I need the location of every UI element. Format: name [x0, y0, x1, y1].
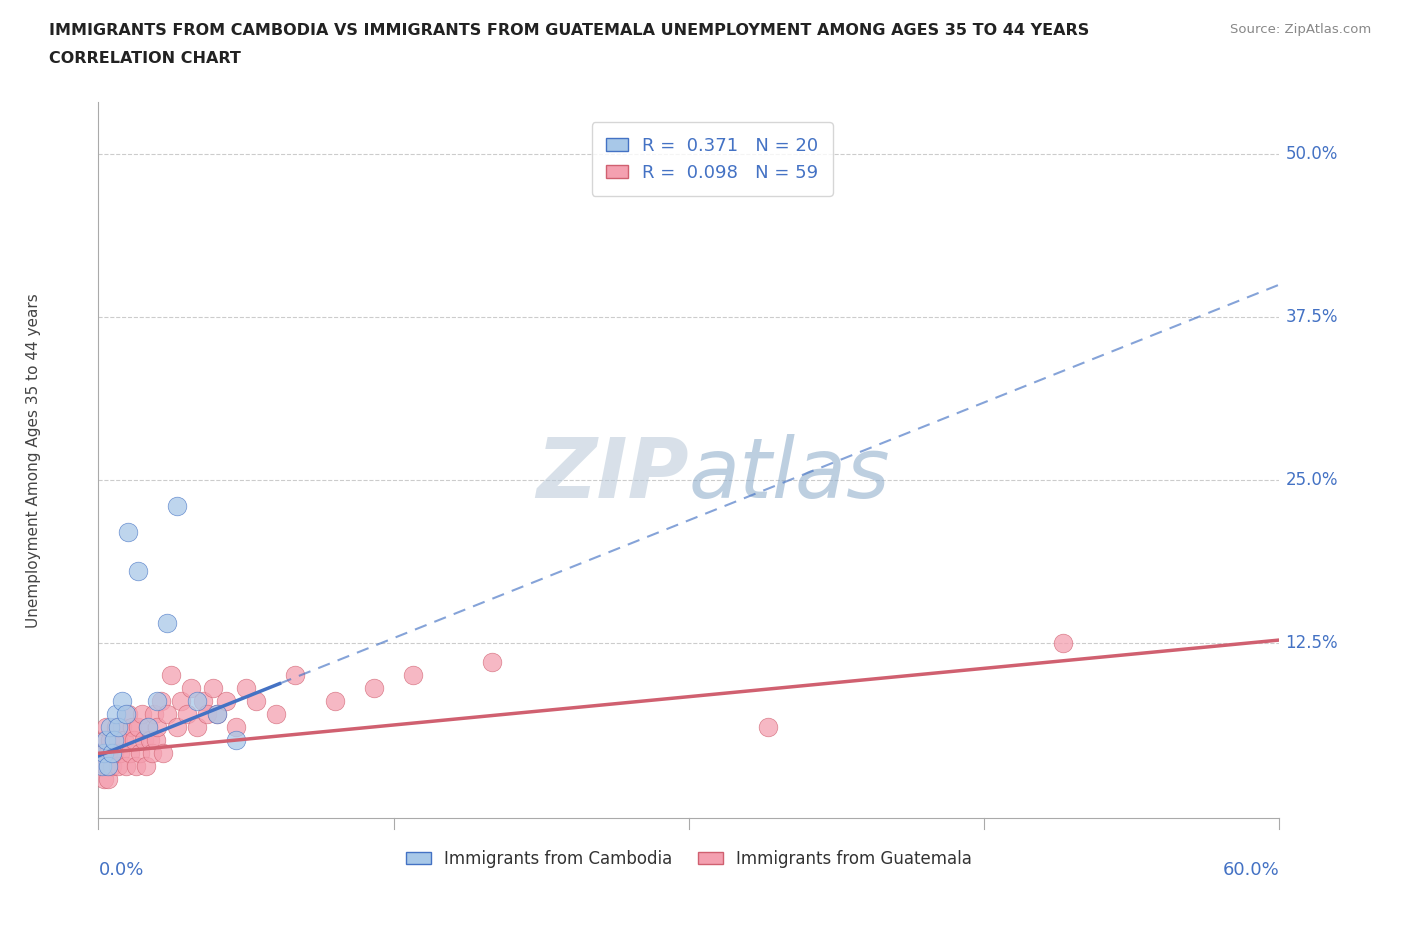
- Point: [284, 668, 307, 683]
- Point: [186, 720, 208, 735]
- Point: [98, 733, 121, 748]
- Point: [118, 746, 141, 761]
- Point: [115, 759, 138, 774]
- Point: [121, 720, 143, 735]
- Point: [205, 707, 228, 722]
- Point: [201, 681, 224, 696]
- Point: [225, 733, 247, 748]
- Point: [205, 707, 228, 722]
- Text: Unemployment Among Ages 35 to 44 years: Unemployment Among Ages 35 to 44 years: [25, 293, 41, 628]
- Point: [142, 707, 165, 722]
- Point: [245, 694, 267, 709]
- Text: 0.0%: 0.0%: [98, 861, 143, 880]
- Point: [160, 668, 183, 683]
- Point: [117, 707, 139, 722]
- Text: IMMIGRANTS FROM CAMBODIA VS IMMIGRANTS FROM GUATEMALA UNEMPLOYMENT AMONG AGES 35: IMMIGRANTS FROM CAMBODIA VS IMMIGRANTS F…: [49, 23, 1090, 38]
- Point: [107, 759, 129, 774]
- Point: [170, 694, 193, 709]
- Point: [166, 720, 188, 735]
- Point: [152, 746, 174, 761]
- Legend: Immigrants from Cambodia, Immigrants from Guatemala: Immigrants from Cambodia, Immigrants fro…: [399, 844, 979, 874]
- Point: [138, 733, 160, 748]
- Point: [97, 759, 120, 774]
- Point: [127, 720, 149, 735]
- Text: 25.0%: 25.0%: [1285, 471, 1339, 489]
- Point: [180, 681, 202, 696]
- Point: [481, 655, 503, 670]
- Text: 37.5%: 37.5%: [1285, 308, 1339, 326]
- Point: [98, 720, 121, 735]
- Text: 50.0%: 50.0%: [1285, 145, 1337, 164]
- Point: [97, 772, 120, 787]
- Point: [136, 720, 159, 735]
- Point: [117, 525, 139, 539]
- Point: [146, 694, 169, 709]
- Point: [402, 668, 425, 683]
- Text: Source: ZipAtlas.com: Source: ZipAtlas.com: [1230, 23, 1371, 36]
- Point: [131, 707, 153, 722]
- Point: [108, 746, 131, 761]
- Point: [103, 733, 125, 748]
- Point: [127, 564, 149, 578]
- Point: [115, 707, 138, 722]
- Point: [145, 733, 167, 748]
- Point: [93, 772, 115, 787]
- Point: [1052, 635, 1074, 650]
- Point: [96, 733, 118, 748]
- Point: [111, 720, 134, 735]
- Point: [128, 746, 150, 761]
- Point: [136, 720, 159, 735]
- Point: [225, 720, 247, 735]
- Point: [363, 681, 385, 696]
- Point: [96, 759, 118, 774]
- Point: [166, 498, 188, 513]
- Point: [146, 720, 169, 735]
- Point: [103, 746, 125, 761]
- Point: [191, 694, 214, 709]
- Point: [101, 746, 124, 761]
- Text: 12.5%: 12.5%: [1285, 633, 1339, 652]
- Point: [97, 746, 120, 761]
- Point: [176, 707, 198, 722]
- Point: [93, 733, 115, 748]
- Point: [91, 759, 114, 774]
- Point: [156, 707, 179, 722]
- Point: [89, 759, 111, 774]
- Point: [96, 720, 118, 735]
- Point: [107, 720, 129, 735]
- Point: [186, 694, 208, 709]
- Point: [264, 707, 287, 722]
- Point: [235, 681, 257, 696]
- Point: [101, 759, 124, 774]
- Text: CORRELATION CHART: CORRELATION CHART: [49, 51, 240, 66]
- Point: [105, 720, 128, 735]
- Point: [105, 707, 128, 722]
- Point: [756, 720, 779, 735]
- Point: [112, 733, 135, 748]
- Point: [91, 746, 114, 761]
- Point: [141, 746, 163, 761]
- Point: [156, 616, 179, 631]
- Point: [195, 707, 218, 722]
- Point: [125, 759, 148, 774]
- Point: [122, 733, 145, 748]
- Point: [132, 733, 155, 748]
- Text: 60.0%: 60.0%: [1223, 861, 1279, 880]
- Point: [323, 694, 346, 709]
- Point: [107, 733, 129, 748]
- Point: [150, 694, 173, 709]
- Point: [135, 759, 157, 774]
- Point: [111, 694, 134, 709]
- Text: ZIP: ZIP: [536, 434, 689, 515]
- Point: [215, 694, 238, 709]
- Point: [93, 746, 115, 761]
- Text: atlas: atlas: [689, 434, 890, 515]
